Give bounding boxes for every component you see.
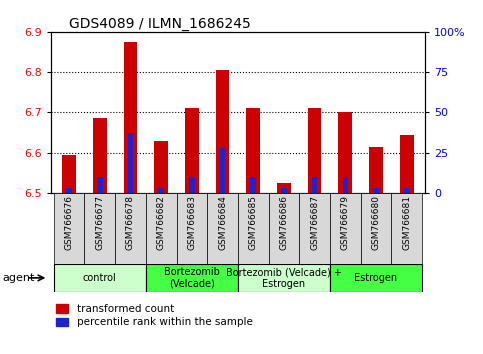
Text: GSM766682: GSM766682 [156,195,166,250]
Text: Bortezomib
(Velcade): Bortezomib (Velcade) [164,267,220,289]
Bar [342,177,348,193]
Text: GSM766684: GSM766684 [218,195,227,250]
Bar [97,177,102,193]
Text: agent: agent [2,273,35,283]
Bar [277,183,291,193]
Bar [54,264,146,292]
Bar [238,193,269,264]
Bar [220,148,225,193]
Bar [246,108,260,193]
Text: Estrogen: Estrogen [355,273,398,283]
Text: GSM766683: GSM766683 [187,195,197,250]
Bar [312,177,317,193]
Bar [330,264,422,292]
Bar [146,264,238,292]
Bar [330,193,361,264]
Bar [269,193,299,264]
Bar [391,193,422,264]
Bar [115,193,146,264]
Text: GSM766681: GSM766681 [402,195,411,250]
Bar [185,108,199,193]
Bar [146,193,176,264]
Bar [299,193,330,264]
Text: control: control [83,273,117,283]
Bar [128,133,133,193]
Text: GSM766679: GSM766679 [341,195,350,250]
Bar [207,193,238,264]
Bar [251,177,256,193]
Bar [189,177,195,193]
Bar [400,135,413,193]
Bar [373,188,379,193]
Bar [66,188,72,193]
Bar [404,188,410,193]
Bar [361,193,391,264]
Bar [62,155,76,193]
Bar [369,147,383,193]
Text: GDS4089 / ILMN_1686245: GDS4089 / ILMN_1686245 [70,17,251,31]
Text: GSM766680: GSM766680 [371,195,381,250]
Text: GSM766676: GSM766676 [65,195,73,250]
Bar [85,193,115,264]
Text: Bortezomib (Velcade) +
Estrogen: Bortezomib (Velcade) + Estrogen [226,267,342,289]
Bar [93,119,107,193]
Bar [238,264,330,292]
Text: GSM766687: GSM766687 [310,195,319,250]
Text: GSM766678: GSM766678 [126,195,135,250]
Text: GSM766685: GSM766685 [249,195,258,250]
Legend: transformed count, percentile rank within the sample: transformed count, percentile rank withi… [56,304,253,327]
Bar [215,70,229,193]
Bar [154,141,168,193]
Bar [281,188,287,193]
Text: GSM766677: GSM766677 [95,195,104,250]
Bar [124,42,137,193]
Bar [308,108,322,193]
Bar [176,193,207,264]
Text: GSM766686: GSM766686 [279,195,288,250]
Bar [339,112,352,193]
Bar [158,188,164,193]
Bar [54,193,85,264]
